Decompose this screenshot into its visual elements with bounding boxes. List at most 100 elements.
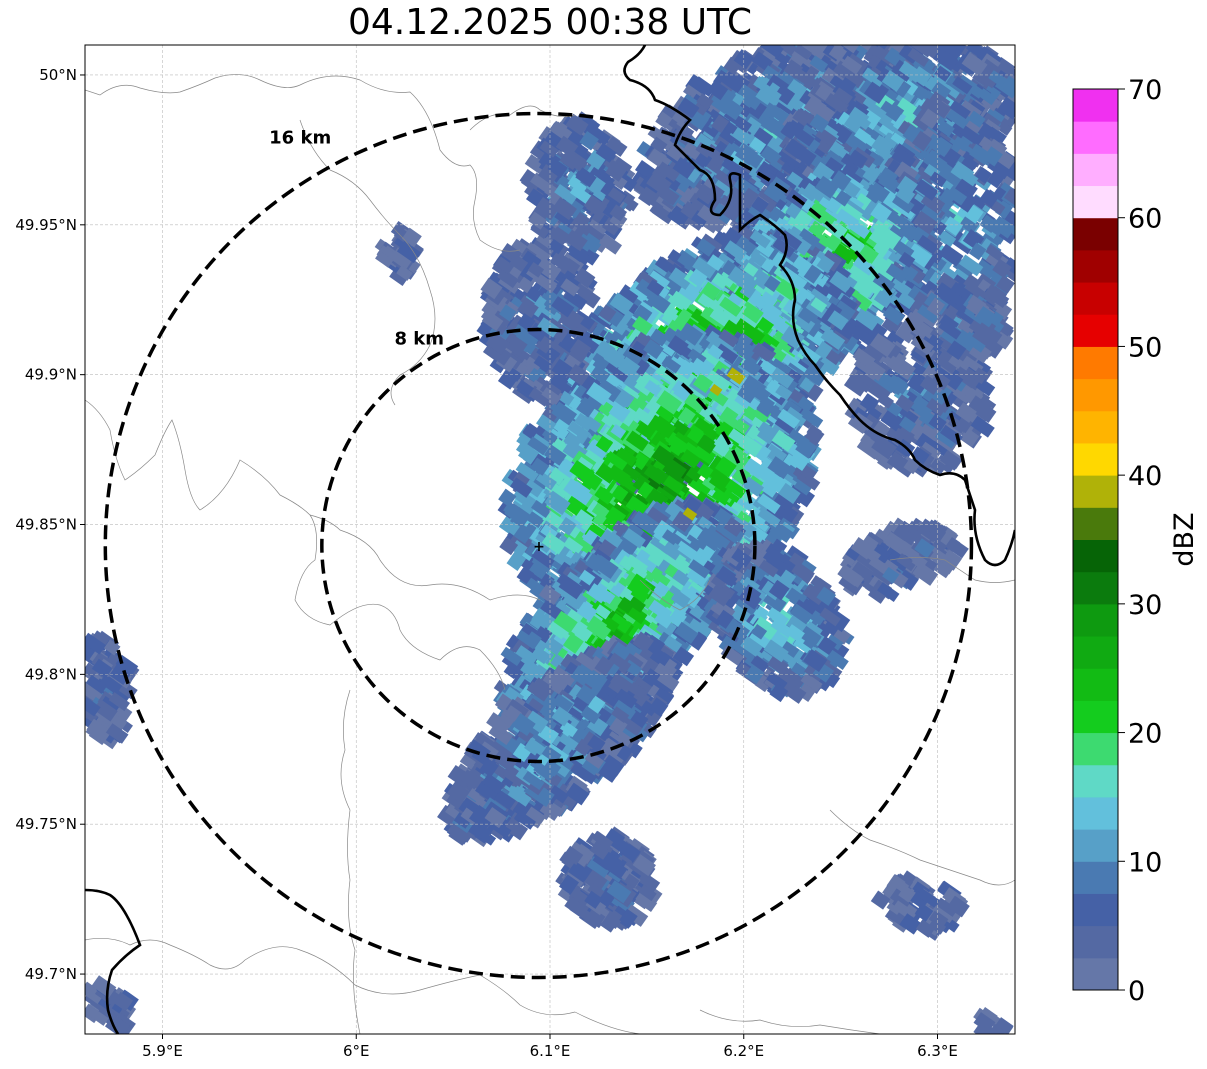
radar-echo-cell bbox=[961, 52, 988, 77]
radar-echo-cell bbox=[784, 138, 807, 160]
radar-echo-cell bbox=[945, 105, 972, 130]
radar-echo-cell bbox=[783, 59, 804, 79]
radar-echo-cell bbox=[719, 126, 739, 145]
radar-echo-cell bbox=[666, 141, 689, 164]
radar-echo-cell bbox=[748, 173, 767, 192]
radar-echo-cell bbox=[936, 229, 957, 248]
radar-echo-cell bbox=[1003, 188, 1015, 209]
radar-echo-cell bbox=[680, 201, 699, 220]
radar-echo-cell bbox=[655, 111, 673, 129]
radar-echo-cell bbox=[745, 95, 761, 111]
radar-echo-cell bbox=[942, 216, 964, 236]
radar-echo-cell bbox=[934, 159, 958, 182]
radar-echo-cell bbox=[848, 106, 870, 126]
radar-echo-cell bbox=[1003, 257, 1015, 274]
radar-echo-cell bbox=[759, 99, 781, 119]
radar-echo-cell bbox=[733, 167, 750, 183]
radar-echo-cell bbox=[880, 100, 901, 119]
radar-echo-cell bbox=[760, 45, 784, 59]
radar-echo-cell bbox=[967, 110, 986, 128]
radar-echo-cell bbox=[911, 45, 937, 58]
radar-echo-cell bbox=[907, 48, 930, 67]
radar-echo-cell bbox=[992, 258, 1012, 279]
radar-echo-cell bbox=[792, 108, 811, 127]
radar-echo-cell bbox=[650, 136, 668, 154]
radar-echo-cell bbox=[1007, 188, 1015, 204]
radar-echo-cell bbox=[794, 45, 815, 61]
radar-echo-cell bbox=[949, 100, 971, 120]
radar-reflectivity-layer bbox=[85, 45, 1015, 1034]
radar-echo-cell bbox=[657, 104, 682, 129]
radar-echo-cell bbox=[809, 55, 829, 73]
radar-echo-cell bbox=[810, 101, 836, 125]
radar-echo-cell bbox=[671, 110, 688, 126]
radar-echo-cell bbox=[695, 150, 713, 168]
radar-echo-cell bbox=[832, 60, 859, 84]
radar-echo-cell bbox=[697, 204, 721, 227]
radar-echo-cell bbox=[975, 166, 992, 184]
radar-echo-cell bbox=[929, 171, 947, 188]
radar-echo-cell bbox=[863, 81, 888, 104]
radar-echo-cell bbox=[755, 88, 773, 106]
radar-echo-cell bbox=[646, 171, 672, 196]
radar-echo-cell bbox=[747, 99, 767, 120]
radar-echo-cell bbox=[708, 93, 732, 114]
radar-echo-cell bbox=[952, 76, 973, 95]
radar-echo-cell bbox=[982, 146, 1003, 167]
radar-echo-cell bbox=[959, 125, 981, 145]
radar-echo-cell bbox=[667, 207, 689, 227]
radar-echo-cell bbox=[954, 177, 978, 200]
radar-echo-cell bbox=[828, 45, 848, 62]
radar-echo-cell bbox=[854, 127, 872, 144]
radar-echo-cell bbox=[760, 143, 783, 166]
radar-echo-cell bbox=[744, 150, 764, 169]
radar-echo-cell bbox=[930, 98, 952, 119]
radar-echo-cell bbox=[958, 254, 984, 277]
radar-echo-cell bbox=[809, 113, 830, 133]
radar-echo-cell bbox=[824, 92, 848, 114]
radar-echo-cell bbox=[898, 60, 920, 81]
radar-echo-cell bbox=[672, 156, 696, 179]
radar-echo-cell bbox=[761, 47, 784, 67]
radar-echo-cell bbox=[711, 114, 730, 134]
map-title: 04.12.2025 00:38 UTC bbox=[347, 2, 753, 43]
radar-echo-cell bbox=[895, 97, 920, 121]
radar-echo-cell bbox=[994, 200, 1013, 219]
radar-echo-cell bbox=[934, 65, 952, 82]
radar-echo-cell bbox=[871, 134, 895, 157]
radar-echo-cell bbox=[968, 242, 987, 261]
radar-echo-cell bbox=[774, 99, 798, 120]
radar-echo-cell bbox=[938, 195, 955, 211]
radar-echo-cell bbox=[694, 183, 717, 205]
radar-echo-cell bbox=[757, 83, 782, 106]
radar-echo-cell bbox=[707, 80, 729, 101]
radar-echo-cell bbox=[662, 174, 681, 192]
radar-echo-cell bbox=[829, 122, 853, 145]
radar-echo-cell bbox=[861, 67, 885, 88]
radar-echo-cell bbox=[833, 87, 853, 106]
radar-echo-cell bbox=[913, 166, 935, 187]
radar-echo-cell bbox=[1001, 75, 1015, 95]
radar-echo-cell bbox=[801, 45, 821, 55]
radar-echo-cell bbox=[979, 188, 999, 208]
radar-echo-cell bbox=[891, 147, 917, 170]
radar-echo-cell bbox=[987, 218, 1006, 237]
radar-echo-cell bbox=[936, 120, 955, 137]
radar-echo-cell bbox=[696, 93, 714, 110]
radar-echo-cell bbox=[785, 119, 805, 138]
radar-echo-cell bbox=[881, 70, 905, 92]
radar-echo-cell bbox=[930, 81, 952, 101]
radar-echo-cell bbox=[753, 127, 774, 146]
radar-echo-cell bbox=[656, 161, 680, 182]
radar-echo-cell bbox=[983, 83, 1002, 101]
radar-echo-cell bbox=[695, 142, 713, 158]
radar-echo-cell bbox=[995, 275, 1015, 294]
radar-echo-cell bbox=[919, 108, 941, 129]
radar-echo-cell bbox=[841, 55, 863, 75]
radar-echo-cell bbox=[774, 84, 796, 106]
radar-echo-cell bbox=[637, 186, 658, 207]
radar-echo-cell bbox=[958, 151, 981, 173]
radar-echo-cell bbox=[965, 45, 985, 58]
radar-echo-cell bbox=[985, 244, 1005, 262]
